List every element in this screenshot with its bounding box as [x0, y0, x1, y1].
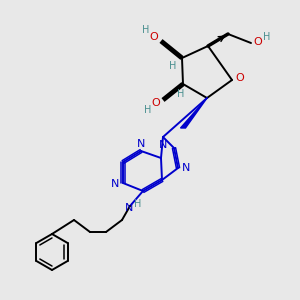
Text: O: O [236, 73, 244, 83]
Text: H: H [144, 105, 152, 115]
Text: N: N [182, 163, 190, 173]
Text: O: O [152, 98, 160, 108]
Text: H: H [177, 89, 185, 99]
Text: H: H [263, 32, 271, 42]
Text: O: O [150, 32, 158, 42]
Text: N: N [125, 203, 133, 213]
Polygon shape [181, 98, 207, 128]
Text: H: H [169, 61, 177, 71]
Text: H: H [134, 199, 142, 209]
Text: N: N [159, 140, 167, 150]
Text: O: O [254, 37, 262, 47]
Text: N: N [137, 139, 145, 149]
Text: N: N [111, 179, 119, 189]
Text: H: H [142, 25, 150, 35]
